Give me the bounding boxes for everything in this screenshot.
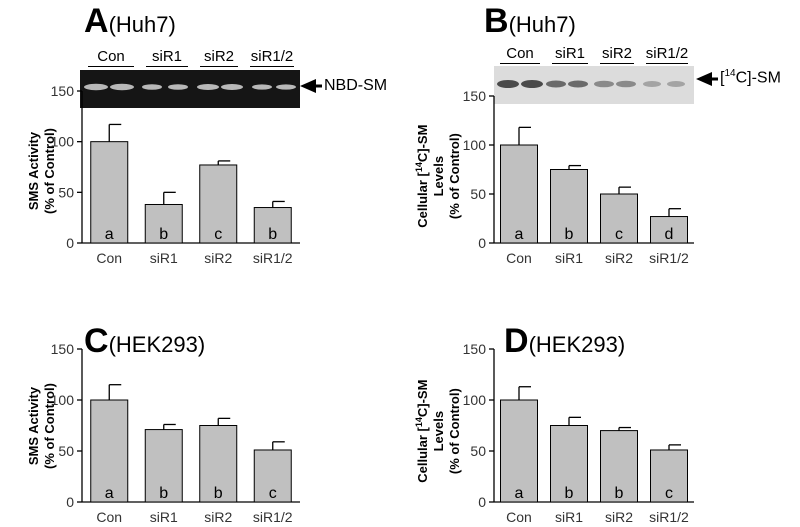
panel-d-title: D(HEK293) xyxy=(504,322,625,361)
y-tick-label-d-0: 0 xyxy=(478,494,486,510)
blot-a-group-sir2: siR2 xyxy=(194,48,244,67)
y-tick-label-c-100: 100 xyxy=(51,392,75,408)
panel-a-cell-line: (Huh7) xyxy=(108,12,176,37)
blot-a-label: NBD-SM xyxy=(324,77,388,94)
bar-d-3 xyxy=(650,449,688,503)
y-tick-label-a-100: 100 xyxy=(51,134,75,150)
blot-a-arrow xyxy=(300,79,322,93)
panel-a-letter: A xyxy=(84,2,109,40)
panel-c-letter: C xyxy=(84,322,109,360)
y-tick-label-b-100: 100 xyxy=(463,137,487,153)
y-tick-label-d-50: 50 xyxy=(470,443,486,459)
bar-d-1 xyxy=(550,425,588,503)
sig-letter-c-2: b xyxy=(214,485,223,502)
panel-c-cell-line: (HEK293) xyxy=(108,332,206,357)
x-tick-label-d-0: Con xyxy=(506,509,532,525)
bar-a-0 xyxy=(90,141,129,244)
blot-b-image xyxy=(494,66,694,104)
y-tick-label-d-100: 100 xyxy=(463,392,487,408)
x-tick-label-c-3: siR1/2 xyxy=(253,509,293,525)
bar-a-3 xyxy=(253,207,292,244)
x-tick-label-c-2: siR2 xyxy=(204,509,232,525)
blot-a-group-con: Con xyxy=(82,48,140,67)
sig-letter-d-3: c xyxy=(665,485,673,502)
x-tick-label-b-0: Con xyxy=(506,250,532,266)
sig-letter-a-0: a xyxy=(105,226,114,243)
panel-d-letter: D xyxy=(504,322,529,360)
blot-a-group-sir1: siR1 xyxy=(140,48,194,67)
x-tick-label-b-3: siR1/2 xyxy=(649,250,689,266)
y-tick-label-d-150: 150 xyxy=(463,341,487,357)
sig-letter-a-3: b xyxy=(268,226,277,243)
blot-b-label: [14C]-SM xyxy=(720,68,781,87)
bar-b-1 xyxy=(550,169,588,244)
x-tick-label-a-3: siR1/2 xyxy=(253,250,293,266)
blot-b-group-con: Con xyxy=(494,45,546,64)
x-tick-label-c-0: Con xyxy=(96,509,122,525)
sig-letter-d-0: a xyxy=(515,485,524,502)
sig-letter-d-1: b xyxy=(565,485,574,502)
sig-letter-c-1: b xyxy=(159,485,168,502)
sig-letter-d-2: b xyxy=(615,485,624,502)
panel-b-letter: B xyxy=(484,2,509,40)
y-tick-label-a-50: 50 xyxy=(58,184,74,200)
y-tick-label-c-0: 0 xyxy=(66,494,74,510)
bar-a-2 xyxy=(199,164,238,244)
blot-b-group-sir1: siR1 xyxy=(546,45,594,64)
y-tick-label-b-0: 0 xyxy=(478,235,486,251)
y-tick-label-c-50: 50 xyxy=(58,443,74,459)
y-tick-label-a-150: 150 xyxy=(51,83,75,99)
sig-letter-b-2: c xyxy=(615,226,623,243)
x-tick-label-d-1: siR1 xyxy=(555,509,583,525)
bar-b-2 xyxy=(600,193,638,244)
bar-c-1 xyxy=(144,429,183,503)
panel-d-cell-line: (HEK293) xyxy=(528,332,626,357)
bar-a-1 xyxy=(144,203,183,244)
y-tick-label-a-0: 0 xyxy=(66,235,74,251)
y-tick-label-c-150: 150 xyxy=(51,341,75,357)
sig-letter-c-0: a xyxy=(105,485,114,502)
bar-c-3 xyxy=(253,449,292,503)
x-tick-label-a-0: Con xyxy=(96,250,122,266)
panel-b-cell-line: (Huh7) xyxy=(508,12,576,37)
blot-b-group-sir12: siR1/2 xyxy=(645,45,689,64)
x-tick-label-d-3: siR1/2 xyxy=(649,509,689,525)
x-tick-label-c-1: siR1 xyxy=(150,509,178,525)
bar-d-0 xyxy=(500,399,538,503)
bar-b-3 xyxy=(650,216,688,244)
panel-c-title: C(HEK293) xyxy=(84,322,205,361)
blot-b-arrow xyxy=(696,72,718,86)
bar-c-2 xyxy=(199,425,238,503)
bar-c-0 xyxy=(90,399,129,503)
blot-a-group-sir12: siR1/2 xyxy=(250,48,294,67)
panel-b-title: B(Huh7) xyxy=(484,2,576,41)
y-tick-label-b-150: 150 xyxy=(463,88,487,104)
x-tick-label-b-2: siR2 xyxy=(605,250,633,266)
bar-d-2 xyxy=(600,430,638,503)
sig-letter-a-2: c xyxy=(214,226,222,243)
x-tick-label-a-1: siR1 xyxy=(150,250,178,266)
x-tick-label-b-1: siR1 xyxy=(555,250,583,266)
blot-a-image xyxy=(80,70,300,108)
x-tick-label-d-2: siR2 xyxy=(605,509,633,525)
panel-a-title: A(Huh7) xyxy=(84,2,176,41)
x-tick-label-a-2: siR2 xyxy=(204,250,232,266)
sig-letter-a-1: b xyxy=(159,226,168,243)
blot-b-group-sir2: siR2 xyxy=(600,45,634,64)
sig-letter-b-1: b xyxy=(565,226,574,243)
sig-letter-b-3: d xyxy=(665,226,674,243)
sig-letter-c-3: c xyxy=(269,485,277,502)
bar-b-0 xyxy=(500,144,538,244)
sig-letter-b-0: a xyxy=(515,226,524,243)
y-tick-label-b-50: 50 xyxy=(470,186,486,202)
